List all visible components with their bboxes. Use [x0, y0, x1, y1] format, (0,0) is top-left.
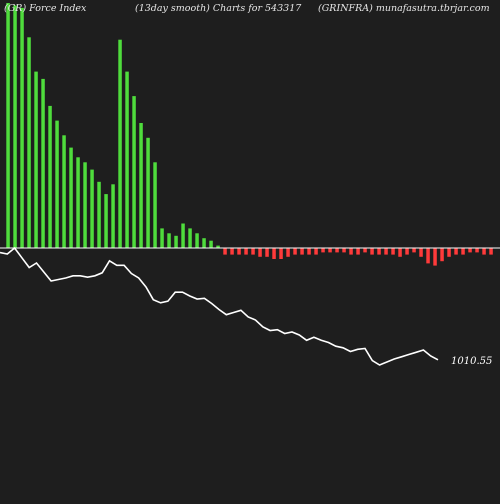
force-bar: [258, 248, 262, 257]
force-bar: [426, 248, 430, 264]
force-bar: [391, 248, 395, 255]
force-bar: [384, 248, 388, 255]
force-bar: [328, 248, 332, 253]
force-bar: [174, 235, 178, 249]
force-bar: [34, 71, 38, 248]
force-bar: [475, 248, 479, 253]
force-bar: [412, 248, 416, 253]
force-bar: [489, 248, 493, 255]
force-bar: [181, 223, 185, 248]
force-bar: [251, 248, 255, 255]
force-bar: [370, 248, 374, 255]
force-bar: [447, 248, 451, 257]
force-bar: [104, 194, 108, 248]
force-bar: [440, 248, 444, 262]
force-bar: [188, 228, 192, 248]
chart-title-left: (GR) Force Index: [4, 3, 87, 14]
force-bar: [6, 3, 10, 248]
force-bar: [356, 248, 360, 255]
force-bar: [237, 248, 241, 255]
force-bar: [314, 248, 318, 255]
force-bar: [398, 248, 402, 257]
force-bar: [125, 71, 129, 248]
force-bar: [216, 245, 220, 249]
force-bar: [118, 39, 122, 249]
force-bar: [209, 240, 213, 249]
force-bar: [286, 248, 290, 257]
force-bar: [202, 238, 206, 248]
force-bar: [13, 5, 17, 249]
force-bar: [230, 248, 234, 255]
force-bar: [55, 120, 59, 248]
force-bar: [482, 248, 486, 255]
force-bar: [433, 248, 437, 266]
force-bar: [279, 248, 283, 259]
force-bar: [461, 248, 465, 255]
force-bar: [223, 248, 227, 255]
force-bar: [146, 137, 150, 249]
force-bar: [265, 248, 269, 257]
force-bar: [342, 248, 346, 253]
force-bar: [335, 248, 339, 253]
force-bar: [293, 248, 297, 255]
force-bar: [167, 233, 171, 248]
force-bar: [349, 248, 353, 255]
force-bar: [454, 248, 458, 255]
force-index-bars: [6, 3, 493, 266]
force-bar: [153, 162, 157, 249]
force-bar: [41, 78, 45, 249]
force-bar: [90, 169, 94, 248]
force-bar: [321, 248, 325, 253]
force-bar: [111, 184, 115, 248]
force-bar: [377, 248, 381, 255]
force-bar: [419, 248, 423, 257]
force-bar: [244, 248, 248, 255]
force-bar: [48, 105, 52, 249]
chart-title-right: (GRINFRA) munafasutra.tbrjar.com: [318, 3, 490, 14]
force-bar: [132, 96, 136, 248]
force-bar: [139, 123, 143, 248]
force-bar: [307, 248, 311, 255]
force-bar: [405, 248, 409, 255]
chart-title-middle: (13day smooth) Charts for 543317: [135, 3, 302, 14]
force-bar: [83, 162, 87, 249]
force-bar: [195, 233, 199, 248]
force-bar: [300, 248, 304, 255]
force-bar: [27, 37, 31, 248]
price-line: [0, 246, 439, 366]
force-bar: [468, 248, 472, 253]
force-bar: [160, 228, 164, 248]
force-bar: [272, 248, 276, 259]
force-bar: [62, 135, 66, 248]
force-bar: [76, 157, 80, 248]
force-bar: [97, 181, 101, 248]
force-bar: [20, 7, 24, 249]
last-price-label: 1010.55: [451, 356, 493, 367]
force-bar: [363, 248, 367, 253]
force-bar: [69, 147, 73, 249]
